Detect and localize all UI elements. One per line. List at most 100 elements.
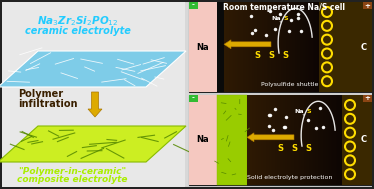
Bar: [337, 95, 340, 185]
Bar: [363, 95, 372, 102]
Bar: [254, 2, 257, 92]
Text: $\mathbf{S}$: $\mathbf{S}$: [282, 49, 289, 60]
Bar: [276, 2, 279, 92]
Bar: [295, 2, 298, 92]
Bar: [318, 95, 321, 185]
Bar: [256, 2, 258, 92]
Bar: [259, 2, 261, 92]
Bar: [301, 95, 303, 185]
Bar: [292, 2, 294, 92]
Bar: [284, 2, 286, 92]
Bar: [189, 2, 217, 92]
Bar: [287, 2, 290, 92]
Bar: [301, 2, 304, 92]
Text: "Polymer-in-ceramic": "Polymer-in-ceramic": [18, 167, 126, 176]
Bar: [267, 2, 269, 92]
Bar: [265, 2, 267, 92]
Bar: [226, 2, 228, 92]
Bar: [321, 95, 324, 185]
Polygon shape: [0, 126, 186, 162]
Bar: [232, 2, 234, 92]
Bar: [315, 95, 318, 185]
Bar: [264, 95, 267, 185]
Bar: [270, 2, 272, 92]
Bar: [189, 95, 372, 185]
Text: Solid electrolyte protection: Solid electrolyte protection: [247, 175, 332, 180]
Bar: [189, 2, 198, 9]
Bar: [310, 2, 312, 92]
Bar: [269, 95, 272, 185]
Bar: [294, 95, 297, 185]
Bar: [363, 2, 372, 9]
Text: infiltration: infiltration: [18, 99, 77, 109]
Bar: [189, 95, 217, 185]
Bar: [189, 2, 372, 92]
Bar: [331, 95, 333, 185]
Bar: [291, 95, 294, 185]
Bar: [2, 2, 185, 187]
Bar: [252, 95, 254, 185]
Bar: [252, 2, 255, 92]
Text: ceramic electrolyte: ceramic electrolyte: [25, 26, 131, 36]
Bar: [260, 95, 262, 185]
Text: S: S: [284, 16, 289, 21]
Text: $\mathbf{S}$: $\mathbf{S}$: [267, 49, 275, 60]
Bar: [286, 95, 289, 185]
Bar: [266, 95, 269, 185]
Text: $\mathbf{S}$: $\mathbf{S}$: [291, 142, 298, 153]
Bar: [314, 2, 317, 92]
Bar: [318, 2, 320, 92]
Bar: [296, 95, 298, 185]
Text: Polymer: Polymer: [18, 89, 63, 99]
Bar: [235, 2, 237, 92]
Text: Room temperature Na/S cell: Room temperature Na/S cell: [223, 3, 345, 12]
Bar: [320, 95, 322, 185]
Bar: [253, 95, 256, 185]
Bar: [289, 2, 291, 92]
Text: Na$_3$Zr$_2$Si$_2$PO$_{12}$: Na$_3$Zr$_2$Si$_2$PO$_{12}$: [37, 14, 119, 28]
Bar: [217, 95, 247, 185]
Bar: [303, 2, 306, 92]
Bar: [280, 95, 283, 185]
Bar: [275, 2, 277, 92]
Text: Polysulfide shuttle: Polysulfide shuttle: [261, 82, 318, 87]
Bar: [263, 95, 265, 185]
Bar: [325, 95, 327, 185]
Bar: [249, 95, 251, 185]
Bar: [258, 95, 260, 185]
Bar: [233, 2, 236, 92]
Text: +: +: [365, 95, 370, 101]
Bar: [243, 2, 245, 92]
Bar: [273, 2, 276, 92]
Text: -: -: [192, 2, 195, 9]
Bar: [251, 2, 253, 92]
Bar: [257, 2, 260, 92]
Bar: [283, 95, 286, 185]
Bar: [245, 2, 247, 92]
Text: +: +: [301, 113, 305, 117]
Bar: [272, 2, 274, 92]
Bar: [189, 95, 198, 102]
Text: +: +: [278, 20, 282, 24]
Bar: [249, 2, 252, 92]
Bar: [306, 95, 308, 185]
Bar: [282, 95, 284, 185]
Bar: [257, 95, 259, 185]
Bar: [230, 2, 233, 92]
Bar: [283, 2, 285, 92]
Bar: [307, 95, 310, 185]
Text: Na: Na: [272, 16, 281, 21]
Bar: [261, 95, 264, 185]
Bar: [268, 2, 271, 92]
Bar: [340, 95, 343, 185]
Text: Na: Na: [197, 43, 209, 51]
Text: composite electrolyte: composite electrolyte: [17, 176, 127, 184]
Text: C: C: [361, 136, 367, 145]
Text: C: C: [361, 43, 367, 51]
Bar: [326, 95, 328, 185]
Bar: [304, 95, 306, 185]
Bar: [247, 95, 249, 185]
Bar: [319, 2, 372, 92]
Bar: [294, 2, 296, 92]
Bar: [260, 2, 263, 92]
